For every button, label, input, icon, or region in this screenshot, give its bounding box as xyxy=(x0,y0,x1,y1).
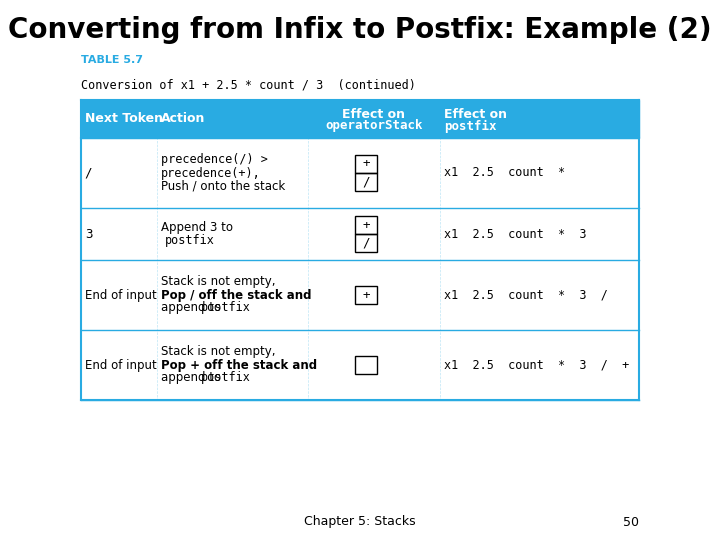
Bar xyxy=(81,138,639,208)
Text: Append 3 to: Append 3 to xyxy=(161,221,233,234)
Bar xyxy=(355,216,377,234)
Text: Converting from Infix to Postfix: Example (2): Converting from Infix to Postfix: Exampl… xyxy=(8,16,712,44)
Bar xyxy=(355,173,377,191)
Text: /: / xyxy=(362,176,370,188)
Text: Action: Action xyxy=(161,112,205,125)
Text: Push / onto the stack: Push / onto the stack xyxy=(161,179,285,192)
Text: Stack is not empty,: Stack is not empty, xyxy=(161,275,275,288)
Bar xyxy=(81,208,639,260)
Bar xyxy=(81,260,639,330)
Text: precedence(/) >: precedence(/) > xyxy=(161,153,267,166)
Text: x1  2.5  count  *  3  /: x1 2.5 count * 3 / xyxy=(444,288,608,301)
Text: x1  2.5  count  *  3: x1 2.5 count * 3 xyxy=(444,227,586,240)
Text: +: + xyxy=(362,158,370,171)
Text: append to: append to xyxy=(161,372,225,384)
Text: TABLE 5.7: TABLE 5.7 xyxy=(81,55,143,65)
Text: Next Token: Next Token xyxy=(85,112,163,125)
Text: x1  2.5  count  *  3  /  +: x1 2.5 count * 3 / + xyxy=(444,359,629,372)
Text: Effect on: Effect on xyxy=(444,107,507,120)
Text: End of input: End of input xyxy=(85,359,156,372)
Text: operatorStack: operatorStack xyxy=(325,119,423,132)
Text: End of input: End of input xyxy=(85,288,156,301)
Text: postfix: postfix xyxy=(202,301,251,314)
Text: Pop / off the stack and: Pop / off the stack and xyxy=(161,288,311,301)
Bar xyxy=(355,356,377,374)
Bar xyxy=(81,330,639,400)
Text: Stack is not empty,: Stack is not empty, xyxy=(161,346,275,359)
Text: Conversion of x1 + 2.5 * count / 3  (continued): Conversion of x1 + 2.5 * count / 3 (cont… xyxy=(81,79,415,92)
Text: /: / xyxy=(362,237,370,249)
Text: 3: 3 xyxy=(85,227,92,240)
Text: Chapter 5: Stacks: Chapter 5: Stacks xyxy=(304,516,416,529)
Bar xyxy=(81,100,639,138)
Text: Pop + off the stack and: Pop + off the stack and xyxy=(161,359,317,372)
Text: +: + xyxy=(362,219,370,232)
Bar xyxy=(355,234,377,252)
Bar xyxy=(355,286,377,304)
Text: /: / xyxy=(85,166,92,179)
Text: append to: append to xyxy=(161,301,225,314)
Text: Effect on: Effect on xyxy=(343,107,405,120)
Text: 50: 50 xyxy=(624,516,639,529)
Text: precedence(+),: precedence(+), xyxy=(161,166,261,179)
Text: postfix: postfix xyxy=(202,372,251,384)
Text: x1  2.5  count  *: x1 2.5 count * xyxy=(444,166,565,179)
Text: postfix: postfix xyxy=(444,119,496,132)
Text: +: + xyxy=(362,288,370,301)
Text: postfix: postfix xyxy=(165,234,215,247)
Bar xyxy=(355,155,377,173)
